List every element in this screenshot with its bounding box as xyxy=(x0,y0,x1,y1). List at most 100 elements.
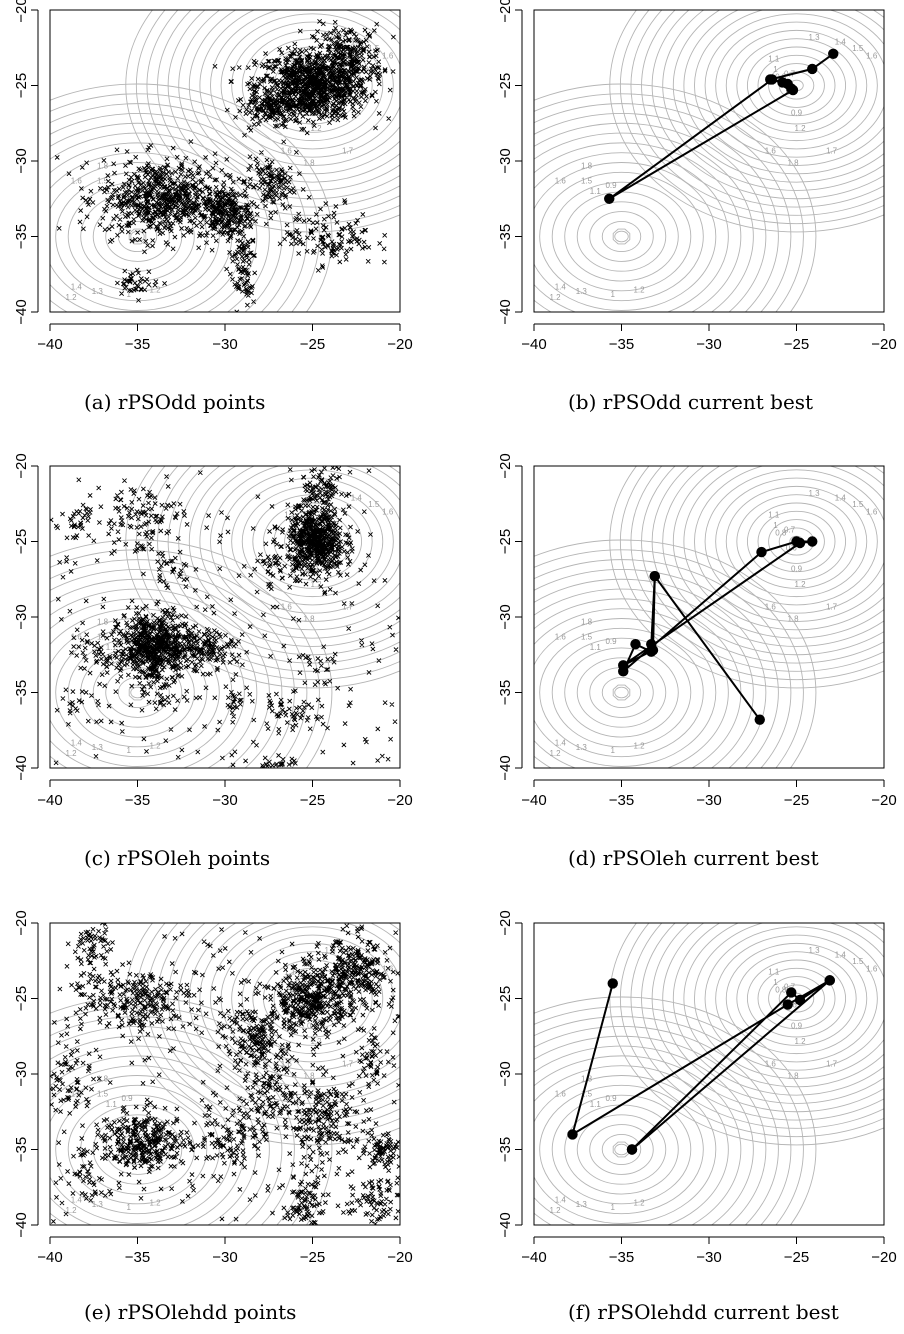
contour-ring xyxy=(683,923,884,1088)
contour-ring xyxy=(534,539,817,768)
y-tick-label: −25 xyxy=(13,529,30,554)
contour-ring xyxy=(736,951,857,1046)
contour-label: 1.5 xyxy=(852,500,864,509)
plot-area: 1.31.41.51.61.110.80.70.60.91.21.71.81.6… xyxy=(50,466,400,768)
panel-caption: (b) rPSOdd current best xyxy=(568,390,813,414)
contour-ring xyxy=(67,1094,208,1205)
contour-ring xyxy=(694,466,884,622)
panel-caption: (e) rPSOlehdd points xyxy=(84,1300,296,1324)
scatter-points xyxy=(54,18,396,312)
scatter-point-marks xyxy=(54,18,396,312)
chart-panel-5: 1.31.41.51.61.110.80.70.60.91.21.71.81.6… xyxy=(497,910,897,1324)
contour-ring xyxy=(210,10,400,166)
contour-ring xyxy=(551,637,692,748)
contour-ring xyxy=(146,466,400,672)
y-tick-label: −30 xyxy=(497,1061,514,1086)
x-tick-label: −40 xyxy=(37,336,62,353)
best-path-point xyxy=(567,1129,578,1140)
contour-label: 0.7 xyxy=(784,982,796,991)
contour-ring xyxy=(157,466,400,664)
contour-label: 1.5 xyxy=(581,633,593,642)
contour-label: 1.2 xyxy=(794,124,806,133)
contour-ring xyxy=(146,10,400,216)
contour-ring xyxy=(50,1026,295,1225)
contour-ring xyxy=(534,113,779,312)
x-tick-label: −30 xyxy=(696,792,721,809)
x-tick-label: −25 xyxy=(784,1249,809,1266)
contour-label: 1.4 xyxy=(351,951,363,960)
contour-label: 1.6 xyxy=(71,633,83,642)
contour-label: 0.8 xyxy=(291,528,303,537)
contour-label: 1.1 xyxy=(768,510,780,519)
plot-frame xyxy=(533,465,885,769)
contour-label: 1.3 xyxy=(808,489,820,498)
best-path-point xyxy=(782,999,793,1010)
contour-label: 0.9 xyxy=(791,109,803,118)
contour-ring xyxy=(641,10,884,208)
chart-panel-3: 1.31.41.51.61.110.80.70.60.91.21.71.81.6… xyxy=(497,453,897,870)
contour-label: 1.4 xyxy=(835,951,847,960)
best-path-point xyxy=(626,1144,638,1155)
contour-label: 1.1 xyxy=(106,643,118,652)
x-tick-label: −35 xyxy=(125,336,150,353)
contour-ring xyxy=(178,10,400,191)
panel-caption: (d) rPSOleh current best xyxy=(568,846,819,870)
contour-label: 1.1 xyxy=(590,187,602,196)
contour-ring xyxy=(619,923,884,1138)
contour-label: 1.6 xyxy=(382,507,394,516)
contour-label: 1.4 xyxy=(351,38,363,47)
y-tick-label: −35 xyxy=(497,224,514,249)
contour-label: 1.6 xyxy=(765,146,777,155)
contour-label: 1.7 xyxy=(342,602,354,611)
contour-ring xyxy=(704,13,884,158)
contour-label: 1.5 xyxy=(368,44,380,53)
contour-label: 1.8 xyxy=(787,1072,799,1081)
contour-lines: 1.31.41.51.61.110.80.70.60.91.21.71.81.6… xyxy=(50,10,400,312)
contour-ring xyxy=(736,38,857,133)
contour-label: 1.6 xyxy=(71,1090,83,1099)
contour-label: 1.5 xyxy=(581,1090,593,1099)
best-path-point xyxy=(794,537,806,549)
contour-ring xyxy=(534,1006,804,1225)
plot-frame xyxy=(533,9,885,313)
contour-label: 1 xyxy=(127,1203,132,1212)
contour-label: 1.1 xyxy=(284,967,296,976)
contour-label: 1.2 xyxy=(149,1198,161,1207)
contour-label: 0.9 xyxy=(605,637,617,646)
scatter-point-marks xyxy=(50,923,400,1225)
y-tick-label: −35 xyxy=(13,1137,30,1162)
panel-caption: (f) rPSOlehdd current best xyxy=(568,1300,839,1324)
best-path-point xyxy=(786,987,797,998)
contour-ring xyxy=(534,1055,742,1225)
contour-label: 1.6 xyxy=(866,51,878,60)
contour-ring xyxy=(551,1094,692,1205)
contour-label: 1 xyxy=(773,521,778,530)
contour-label: 1.4 xyxy=(71,282,83,291)
y-tick-label: −35 xyxy=(13,224,30,249)
plot-area: 1.31.41.51.61.110.80.70.60.91.21.71.81.6… xyxy=(534,466,884,768)
contour-label: 1.7 xyxy=(342,146,354,155)
contour-ring xyxy=(641,923,884,1121)
best-path-point xyxy=(786,83,797,94)
x-tick-label: −30 xyxy=(212,336,237,353)
y-tick-label: −40 xyxy=(13,299,30,324)
y-tick-label: −35 xyxy=(13,680,30,705)
best-path xyxy=(618,536,818,725)
contour-label: 1.6 xyxy=(765,1059,777,1068)
contour-label: 1.2 xyxy=(65,749,77,758)
contour-label: 1.4 xyxy=(555,1195,567,1204)
y-tick-label: −25 xyxy=(497,986,514,1011)
contour-ring xyxy=(612,1141,631,1158)
x-tick-label: −20 xyxy=(871,336,896,353)
contour-ring xyxy=(694,10,884,166)
contour-ring xyxy=(589,1124,654,1175)
contour-ring xyxy=(683,466,884,631)
contour-label: 1 xyxy=(127,290,132,299)
best-path-point xyxy=(807,63,818,75)
x-tick-label: −25 xyxy=(784,336,809,353)
scatter-point-marks xyxy=(50,466,400,768)
contour-ring xyxy=(534,132,754,312)
y-tick-label: −20 xyxy=(497,0,514,23)
y-tick-label: −25 xyxy=(13,986,30,1011)
contour-ring xyxy=(725,485,868,598)
